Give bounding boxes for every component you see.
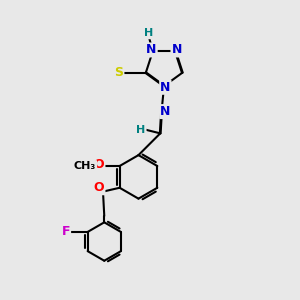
Text: CH₃: CH₃ [74,161,96,171]
Text: N: N [146,44,157,56]
Text: S: S [114,66,123,79]
Text: N: N [160,105,170,118]
Text: O: O [94,181,104,194]
Text: H: H [144,28,154,38]
Text: N: N [160,81,170,94]
Text: F: F [61,225,70,239]
Text: O: O [94,158,104,171]
Text: N: N [172,44,182,56]
Text: H: H [136,124,146,134]
